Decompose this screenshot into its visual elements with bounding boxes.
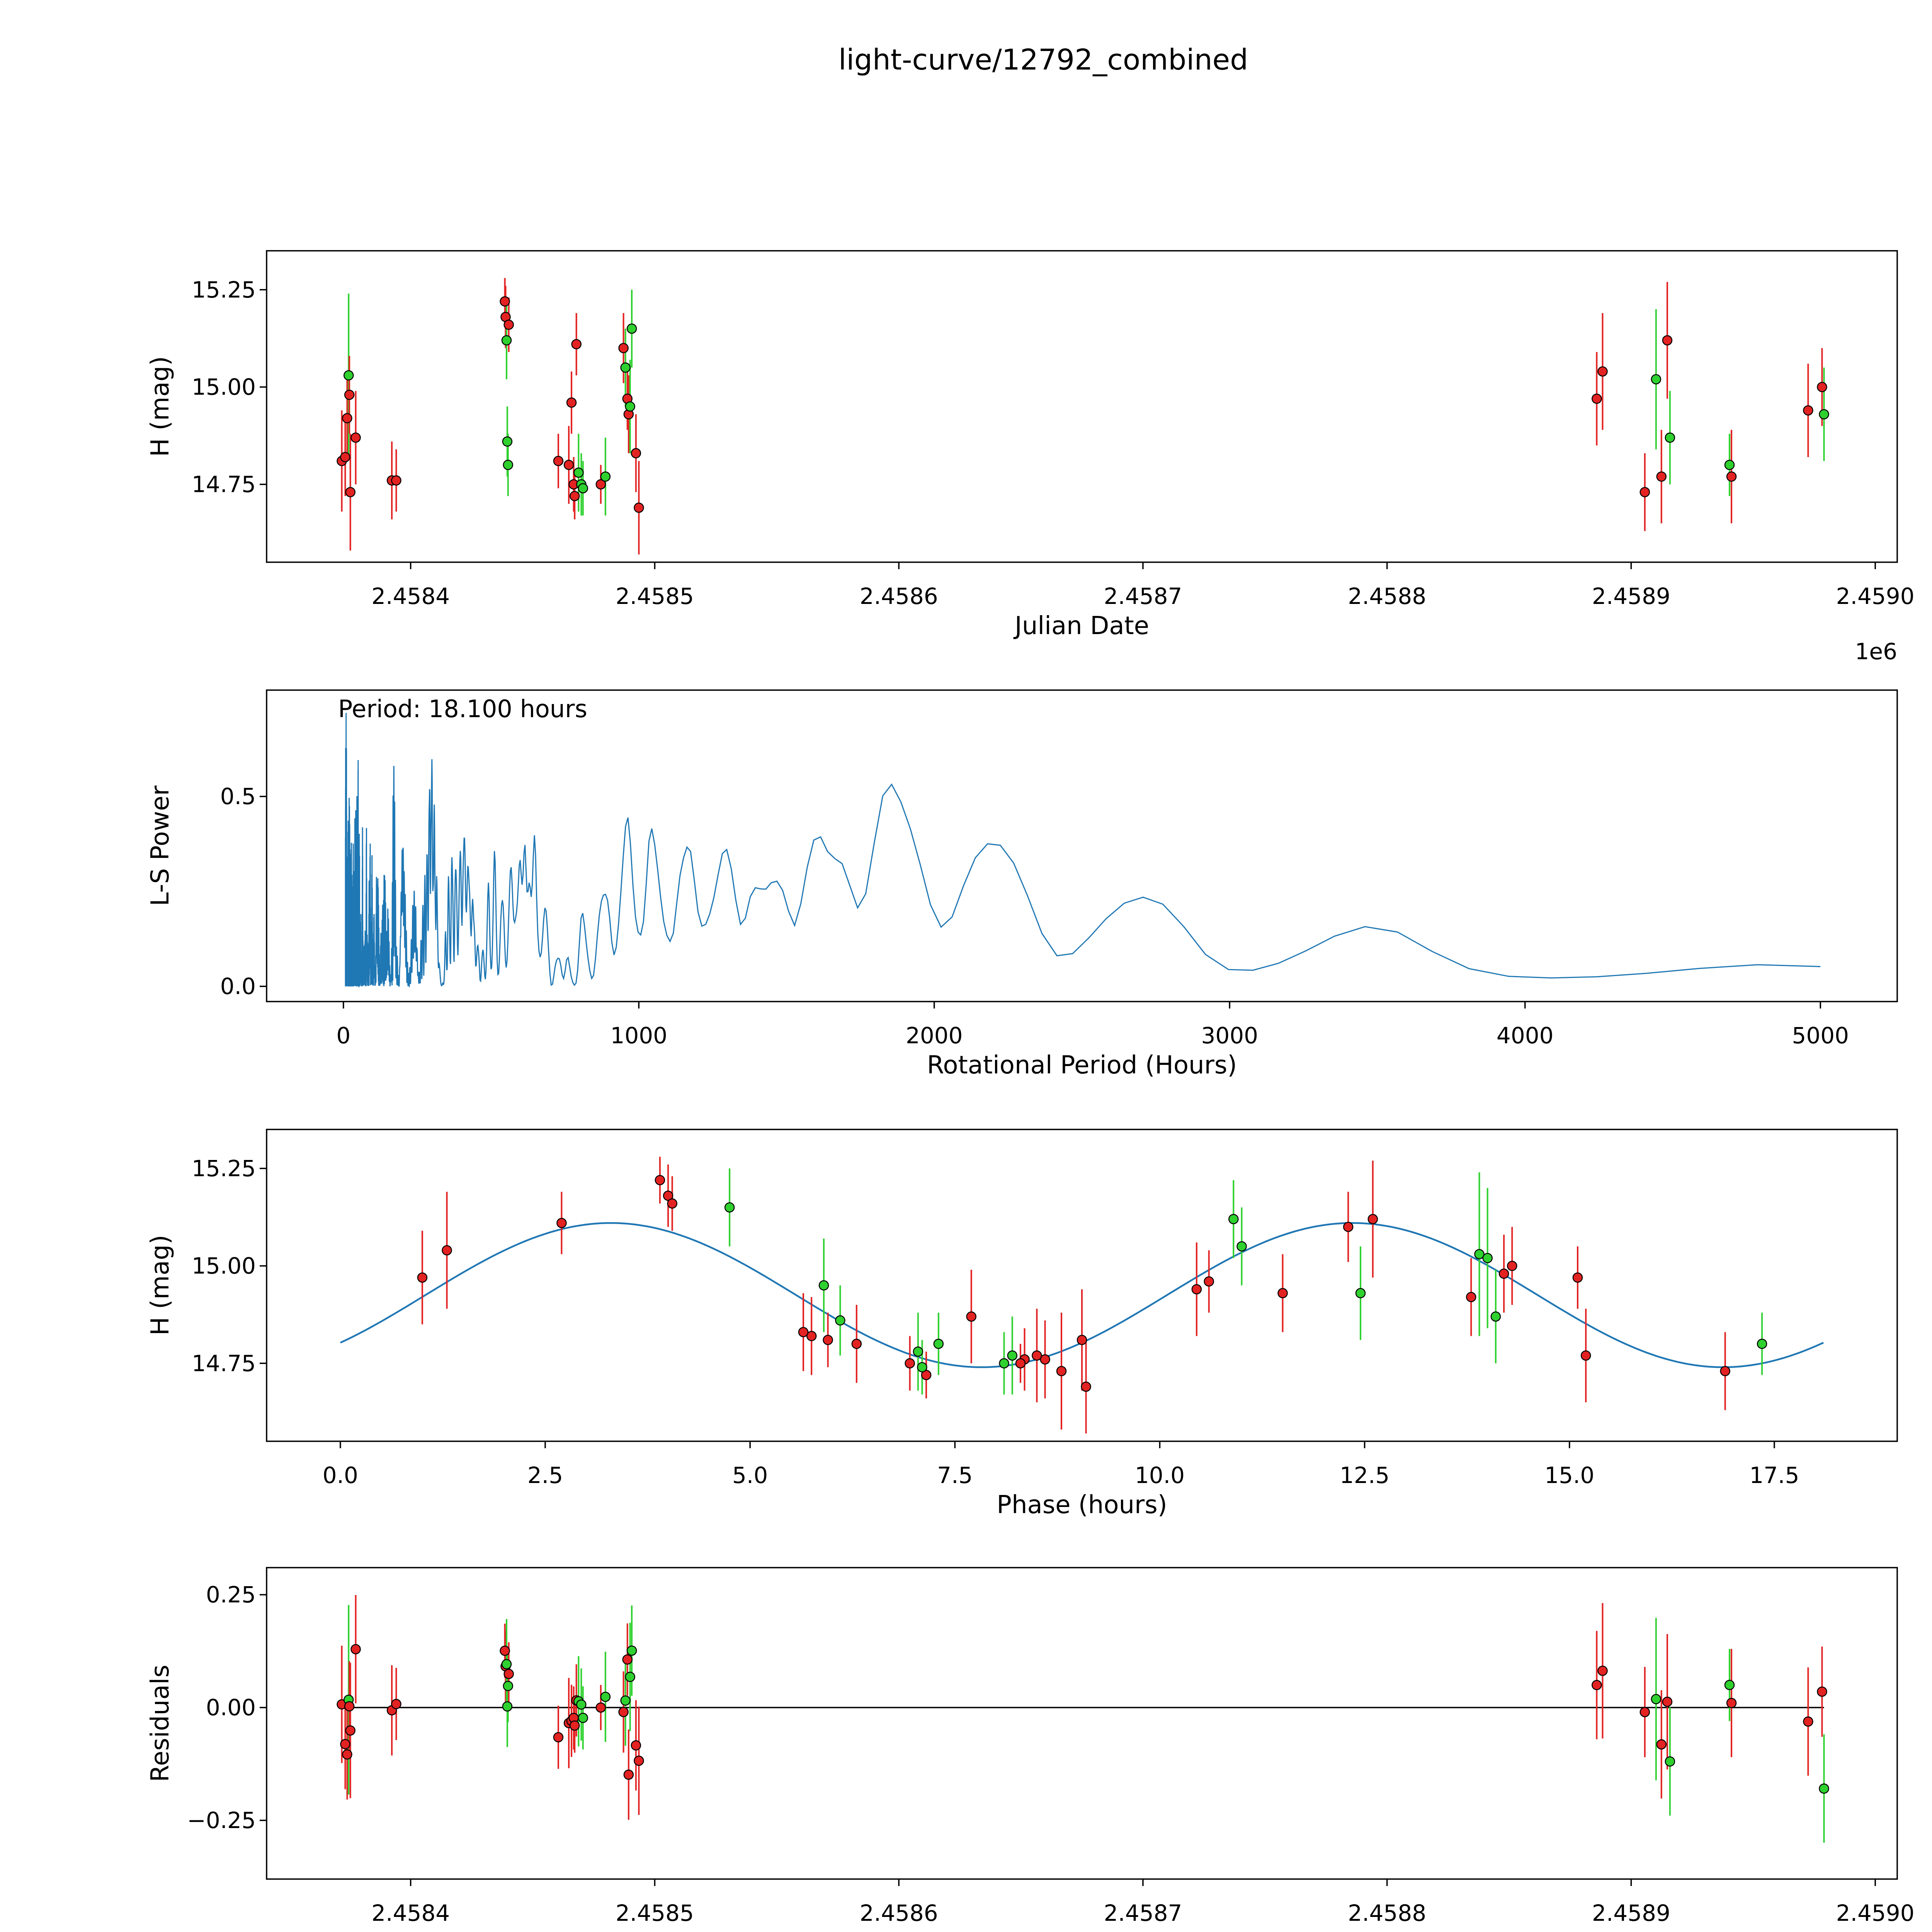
svg-text:15.25: 15.25 [192,277,256,303]
axes-spine-residuals-jd [266,1567,1898,1880]
ticks-lightcurve-jd: 2.4584 2.4585 2.4586 2.4587 2.4588 2.4589 2.45… [192,277,1915,609]
svg-text:2.4590: 2.4590 [1836,1900,1915,1926]
data-points-lightcurve-phased [417,1175,1767,1392]
svg-text:2.4589: 2.4589 [1592,583,1670,609]
axes-spine-lightcurve-phased [266,1129,1898,1442]
ylabel-h-mag-top: H (mag) [146,356,175,457]
svg-text:2.4584: 2.4584 [371,1900,450,1926]
svg-text:2.4586: 2.4586 [860,583,938,609]
svg-text:7.5: 7.5 [937,1462,973,1488]
svg-text:12.5: 12.5 [1340,1462,1389,1488]
svg-text:2.4588: 2.4588 [1348,583,1426,609]
ylabel-h-mag-phased: H (mag) [146,1235,175,1336]
svg-text:2.4584: 2.4584 [371,583,450,609]
data-points-residuals-jd [337,1644,1829,1794]
svg-text:14.75: 14.75 [192,471,256,498]
svg-text:2000: 2000 [906,1022,963,1049]
svg-text:14.75: 14.75 [192,1350,256,1376]
svg-text:−0.25: −0.25 [187,1807,256,1833]
error-bars-lightcurve-phased [421,1156,1763,1434]
ylabel-ls-power: L-S Power [146,785,175,906]
svg-text:0.00: 0.00 [206,1694,256,1721]
svg-text:2.4585: 2.4585 [616,583,694,609]
xlabel-julian-date-top: Julian Date [1014,612,1150,640]
panel-lightcurve-jd: 2.4584 2.4585 2.4586 2.4587 2.4588 2.4589 2.45… [192,250,1915,609]
svg-text:15.0: 15.0 [1544,1462,1594,1488]
xlabel-phase-hours: Phase (hours) [997,1491,1167,1519]
svg-text:2.4587: 2.4587 [1104,583,1182,609]
svg-text:1000: 1000 [610,1022,667,1049]
svg-text:2.4587: 2.4587 [1104,1900,1182,1926]
svg-text:2.4585: 2.4585 [616,1900,694,1926]
error-bars-residuals-jd [341,1595,1825,1843]
svg-text:4000: 4000 [1497,1022,1554,1049]
panel-lightcurve-phased: 0.0 2.5 5.0 7.5 10.0 12.5 15.0 17.5 14.75 15.00 15… [192,1129,1898,1488]
figure-title: light-curve/12792_combined [838,43,1248,77]
svg-text:15.00: 15.00 [192,374,256,400]
svg-text:15.00: 15.00 [192,1253,256,1279]
svg-text:2.4588: 2.4588 [1348,1900,1426,1926]
svg-text:5000: 5000 [1792,1022,1849,1049]
svg-text:2.5: 2.5 [527,1462,563,1488]
ylabel-residuals: Residuals [146,1665,175,1782]
svg-text:17.5: 17.5 [1749,1462,1799,1488]
xlabel-julian-date-bottom: Julian Date [1015,1929,1149,1932]
svg-text:2.4589: 2.4589 [1592,1900,1670,1926]
axes-spine-periodogram [266,689,1898,1002]
svg-text:2.4586: 2.4586 [860,1900,938,1926]
period-annotation: Period: 18.100 hours [338,695,587,723]
svg-text:0.5: 0.5 [220,783,256,810]
svg-text:0.25: 0.25 [206,1582,256,1608]
x-offset-1e6-top: 1e6 [1855,638,1898,665]
error-bars-lightcurve-jd [341,278,1825,554]
periodogram-curve [345,713,1821,988]
panel-residuals-jd: 2.4584 2.4585 2.4586 2.4587 2.4588 2.4589 2.45… [187,1567,1915,1926]
svg-text:3000: 3000 [1201,1022,1258,1049]
svg-text:0.0: 0.0 [323,1462,358,1488]
svg-text:5.0: 5.0 [732,1462,768,1488]
svg-text:2.4590: 2.4590 [1836,583,1915,609]
ticks-lightcurve-phased: 0.0 2.5 5.0 7.5 10.0 12.5 15.0 17.5 14.75 15.00 15… [192,1155,1799,1488]
data-points-lightcurve-jd [337,296,1829,513]
axes-spine-lightcurve-jd [266,250,1898,563]
xlabel-rotational-period: Rotational Period (Hours) [927,1051,1237,1080]
ticks-residuals-jd: 2.4584 2.4585 2.4586 2.4587 2.4588 2.4589 2.45… [187,1582,1914,1926]
svg-text:10.0: 10.0 [1135,1462,1185,1488]
svg-text:15.25: 15.25 [192,1155,256,1182]
panel-periodogram: 0 1000 2000 3000 4000 5000 0.0 0.5 [220,689,1898,1049]
svg-text:0: 0 [336,1022,350,1049]
svg-text:0.0: 0.0 [220,973,256,1000]
ticks-periodogram: 0 1000 2000 3000 4000 5000 0.0 0.5 [220,783,1849,1049]
